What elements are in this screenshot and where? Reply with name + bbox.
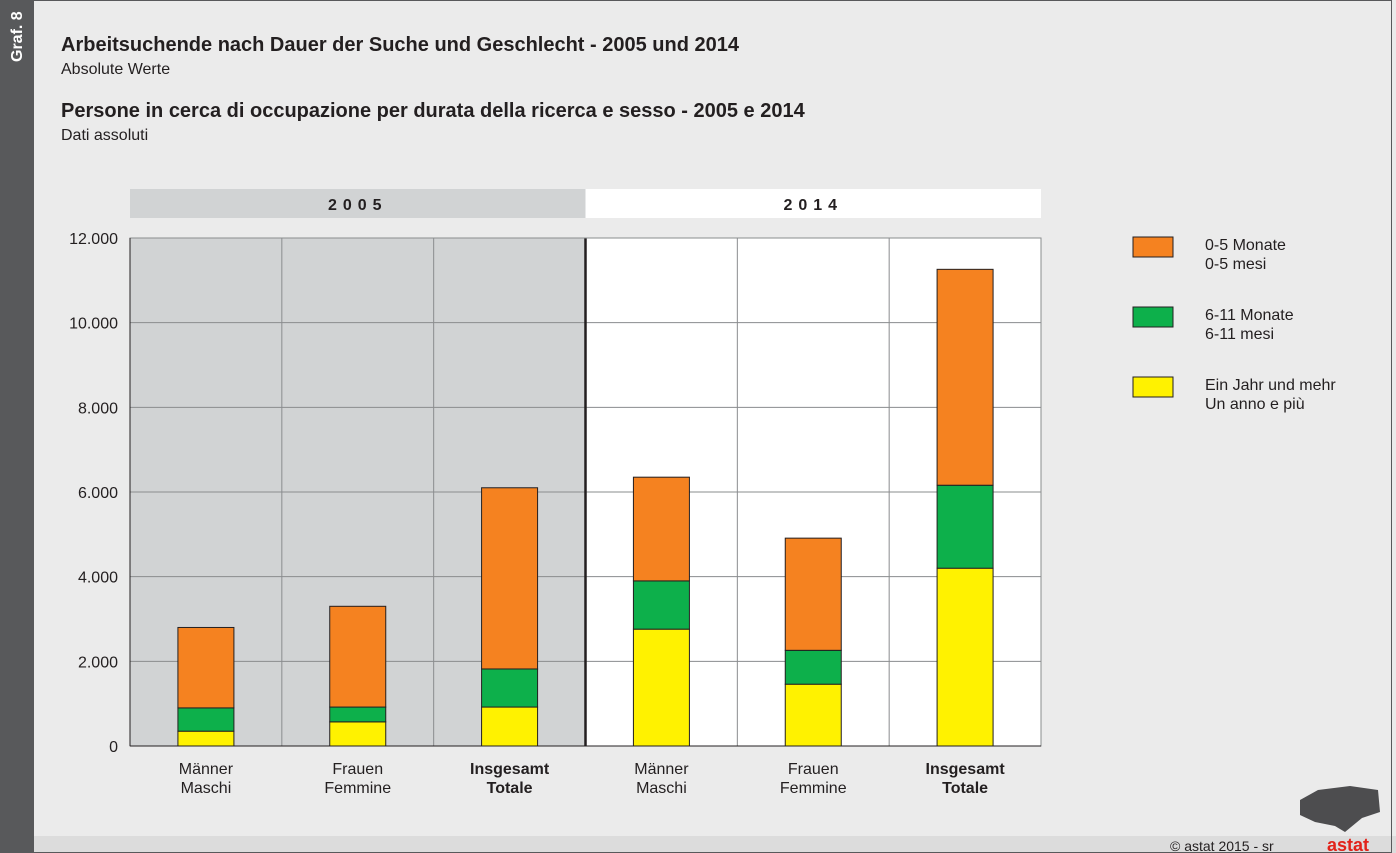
legend-swatch bbox=[1132, 236, 1174, 258]
panel-header bbox=[585, 189, 1041, 218]
bar-segment bbox=[936, 268, 994, 486]
legend-swatch bbox=[1132, 376, 1174, 398]
group-label: 2005 bbox=[328, 197, 388, 214]
legend-label: 6-11 mesi bbox=[1205, 326, 1274, 343]
x-tick-label: Femmine bbox=[324, 780, 391, 797]
side-stripe bbox=[0, 0, 34, 853]
bar-segment bbox=[936, 484, 994, 569]
bar-segment bbox=[329, 605, 387, 708]
bar-segment bbox=[329, 706, 387, 723]
bar-segment bbox=[329, 721, 387, 747]
y-tick-label: 8.000 bbox=[78, 400, 118, 417]
title: Persone in cerca di occupazione per dura… bbox=[61, 100, 806, 122]
bar-segment bbox=[481, 706, 539, 747]
bar-segment bbox=[784, 683, 842, 747]
group-label: 2014 bbox=[783, 197, 843, 214]
subtitle: Absolute Werte bbox=[61, 61, 170, 78]
logo: astat bbox=[1327, 835, 1369, 853]
panel-header bbox=[130, 189, 586, 218]
bar-segment bbox=[632, 580, 690, 630]
bar-segment bbox=[177, 707, 235, 732]
bar-segment bbox=[632, 628, 690, 747]
y-tick-label: 12.000 bbox=[69, 231, 118, 248]
bar-segment bbox=[481, 668, 539, 708]
x-tick-label: Frauen bbox=[788, 761, 839, 778]
legend-label: 6-11 Monate bbox=[1205, 307, 1294, 324]
x-tick-label: Männer bbox=[634, 761, 689, 778]
copyright: © astat 2015 - sr bbox=[1170, 838, 1274, 853]
title: Arbeitsuchende nach Dauer der Suche und … bbox=[61, 34, 740, 56]
y-tick-label: 0 bbox=[109, 739, 118, 756]
bar-segment bbox=[632, 476, 690, 582]
x-tick-label: Insgesamt bbox=[926, 761, 1006, 778]
subtitle: Dati assoluti bbox=[61, 127, 148, 144]
x-tick-label: Maschi bbox=[636, 780, 687, 797]
side-label: Graf. 8 bbox=[9, 11, 26, 62]
bar-segment bbox=[784, 649, 842, 685]
x-tick-label: Maschi bbox=[181, 780, 232, 797]
x-tick-label: Femmine bbox=[780, 780, 847, 797]
logo-shape bbox=[1300, 786, 1380, 832]
y-tick-label: 4.000 bbox=[78, 570, 118, 587]
bar-segment bbox=[936, 567, 994, 747]
legend-label: 0-5 mesi bbox=[1205, 256, 1266, 273]
x-tick-label: Männer bbox=[179, 761, 234, 778]
bar-segment bbox=[784, 537, 842, 651]
bar-segment bbox=[177, 626, 235, 709]
y-tick-label: 6.000 bbox=[78, 485, 118, 502]
y-tick-label: 2.000 bbox=[78, 654, 118, 671]
legend-label: 0-5 Monate bbox=[1205, 237, 1286, 254]
x-tick-label: Totale bbox=[942, 780, 988, 797]
legend-label: Un anno e più bbox=[1205, 396, 1305, 413]
legend-swatch bbox=[1132, 306, 1174, 328]
x-tick-label: Insgesamt bbox=[470, 761, 550, 778]
legend-label: Ein Jahr und mehr bbox=[1205, 377, 1336, 394]
footer-band bbox=[34, 836, 1396, 853]
y-tick-label: 10.000 bbox=[69, 316, 118, 333]
bar-segment bbox=[481, 487, 539, 670]
bar-segment bbox=[177, 730, 235, 747]
x-tick-label: Frauen bbox=[332, 761, 383, 778]
x-tick-label: Totale bbox=[487, 780, 533, 797]
